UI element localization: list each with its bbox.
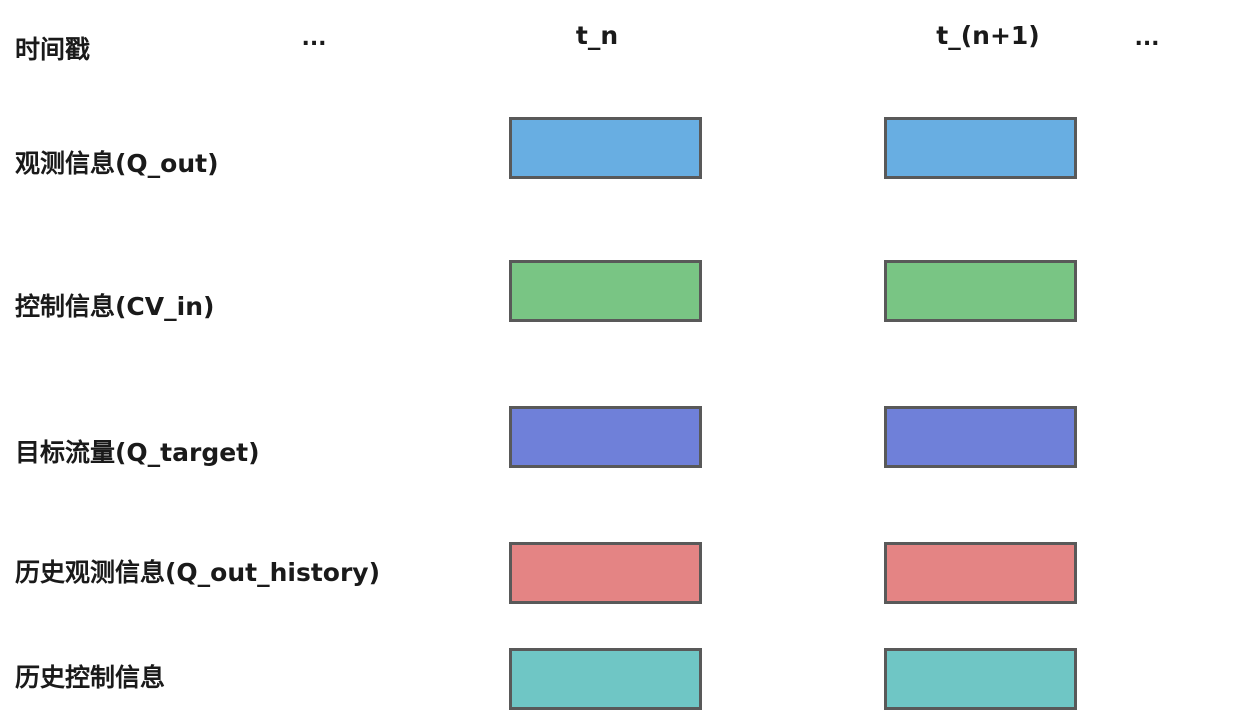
ellipsis-left: ... xyxy=(301,26,327,51)
timestamp-label: 时间戳 xyxy=(15,35,91,64)
row-label-q-out: 观测信息(Q_out) xyxy=(15,149,219,178)
column-label-t-n-plus-1: t_(n+1) xyxy=(936,21,1040,50)
cv-in-block-t-n xyxy=(509,260,702,322)
q-out-block-t-n xyxy=(509,117,702,179)
q-out-history-block-t-n xyxy=(509,542,702,604)
q-target-block-t-n-plus-1 xyxy=(884,406,1077,468)
row-label-control-history: 历史控制信息 xyxy=(15,663,166,692)
row-label-q-out-history: 历史观测信息(Q_out_history) xyxy=(15,558,381,587)
ellipsis-right: ... xyxy=(1134,26,1160,51)
q-out-history-block-t-n-plus-1 xyxy=(884,542,1077,604)
cv-in-block-t-n-plus-1 xyxy=(884,260,1077,322)
q-out-block-t-n-plus-1 xyxy=(884,117,1077,179)
row-label-cv-in: 控制信息(CV_in) xyxy=(15,292,215,321)
row-label-q-target: 目标流量(Q_target) xyxy=(15,438,260,467)
q-target-block-t-n xyxy=(509,406,702,468)
control-history-block-t-n xyxy=(509,648,702,710)
control-history-block-t-n-plus-1 xyxy=(884,648,1077,710)
column-label-t-n: t_n xyxy=(575,21,619,50)
